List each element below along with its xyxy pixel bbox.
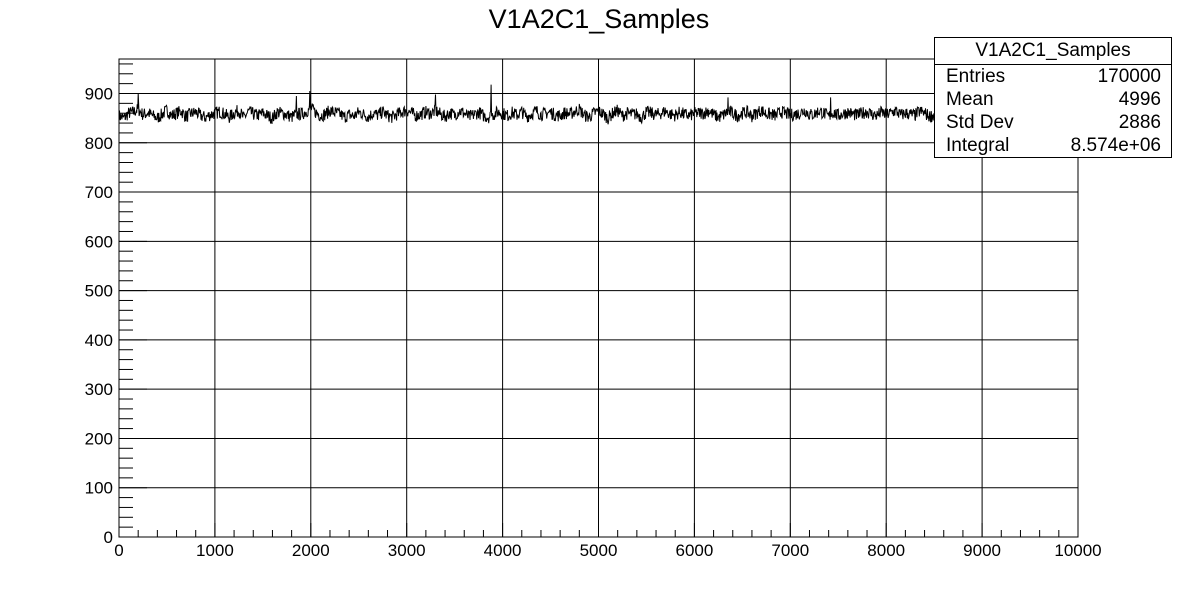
waveform-trace xyxy=(118,84,1078,125)
y-tick-label: 100 xyxy=(85,479,113,498)
stats-row-std-dev: Std Dev 2886 xyxy=(935,111,1171,134)
series-line xyxy=(118,84,1078,125)
stats-value: 170000 xyxy=(1097,66,1161,87)
x-tick-label: 4000 xyxy=(484,541,522,560)
stats-label: Std Dev xyxy=(946,112,1014,133)
stats-row-entries: Entries 170000 xyxy=(935,65,1171,88)
stats-box: V1A2C1_Samples Entries 170000 Mean 4996 … xyxy=(934,37,1172,158)
x-tick-label: 6000 xyxy=(675,541,713,560)
y-tick-label: 800 xyxy=(85,134,113,153)
y-tick-label: 200 xyxy=(85,429,113,448)
x-tick-label: 3000 xyxy=(388,541,426,560)
stats-label: Mean xyxy=(946,89,994,110)
stats-label: Entries xyxy=(946,66,1006,87)
stats-value: 4996 xyxy=(1118,89,1161,110)
stats-title: V1A2C1_Samples xyxy=(935,38,1171,65)
x-tick-label: 9000 xyxy=(963,541,1001,560)
y-tick-label: 300 xyxy=(85,380,113,399)
stats-value: 8.574e+06 xyxy=(1070,135,1161,156)
x-tick-label: 7000 xyxy=(771,541,809,560)
y-tick-label: 0 xyxy=(104,528,113,547)
y-tick-label: 700 xyxy=(85,183,113,202)
x-tick-label: 5000 xyxy=(580,541,618,560)
stats-row-mean: Mean 4996 xyxy=(935,88,1171,111)
chart-title: V1A2C1_Samples xyxy=(489,4,710,34)
x-tick-label: 8000 xyxy=(867,541,905,560)
axes: 0 1000 2000 3000 4000 5000 6000 7000 8000 9000 100… xyxy=(85,63,1102,560)
stats-value: 2886 xyxy=(1118,112,1161,133)
x-tick-label: 2000 xyxy=(292,541,330,560)
y-tick-label: 400 xyxy=(85,331,113,350)
x-tick-label: 1000 xyxy=(196,541,234,560)
x-tick-label: 0 xyxy=(114,541,123,560)
stats-row-integral: Integral 8.574e+06 xyxy=(935,134,1171,157)
y-tick-label: 600 xyxy=(85,232,113,251)
y-tick-label: 500 xyxy=(85,282,113,301)
stats-label: Integral xyxy=(946,135,1010,156)
x-tick-label: 10000 xyxy=(1054,541,1101,560)
y-tick-label: 900 xyxy=(85,84,113,103)
